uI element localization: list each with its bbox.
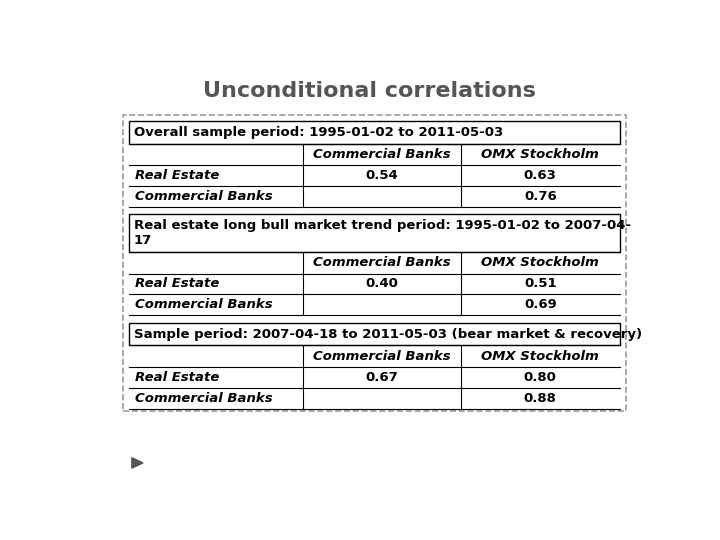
Text: Real Estate: Real Estate (135, 278, 219, 291)
Text: 0.63: 0.63 (524, 170, 557, 183)
Text: Unconditional correlations: Unconditional correlations (202, 82, 536, 102)
FancyBboxPatch shape (129, 214, 620, 252)
Text: 0.88: 0.88 (524, 392, 557, 405)
Text: Commercial Banks: Commercial Banks (135, 190, 272, 203)
Text: 0.40: 0.40 (366, 278, 398, 291)
Text: Commercial Banks: Commercial Banks (313, 256, 451, 269)
Text: OMX Stockholm: OMX Stockholm (482, 256, 599, 269)
Text: Real estate long bull market trend period: 1995-01-02 to 2007-04-
17: Real estate long bull market trend perio… (133, 219, 631, 247)
Text: 0.51: 0.51 (524, 278, 557, 291)
Text: 0.67: 0.67 (366, 371, 398, 384)
Text: 0.54: 0.54 (366, 170, 398, 183)
Text: Commercial Banks: Commercial Banks (313, 350, 451, 363)
FancyBboxPatch shape (129, 322, 620, 346)
FancyBboxPatch shape (129, 121, 620, 144)
Text: 0.76: 0.76 (524, 190, 557, 203)
Text: Commercial Banks: Commercial Banks (313, 148, 451, 161)
Text: Sample period: 2007-04-18 to 2011-05-03 (bear market & recovery): Sample period: 2007-04-18 to 2011-05-03 … (133, 328, 642, 341)
Text: OMX Stockholm: OMX Stockholm (482, 350, 599, 363)
Polygon shape (132, 458, 143, 468)
Text: Commercial Banks: Commercial Banks (135, 298, 272, 311)
Text: Commercial Banks: Commercial Banks (135, 392, 272, 405)
Text: Real Estate: Real Estate (135, 371, 219, 384)
Text: Real Estate: Real Estate (135, 170, 219, 183)
Text: OMX Stockholm: OMX Stockholm (482, 148, 599, 161)
Text: Overall sample period: 1995-01-02 to 2011-05-03: Overall sample period: 1995-01-02 to 201… (133, 126, 503, 139)
Text: 0.80: 0.80 (524, 371, 557, 384)
Text: 0.69: 0.69 (524, 298, 557, 311)
